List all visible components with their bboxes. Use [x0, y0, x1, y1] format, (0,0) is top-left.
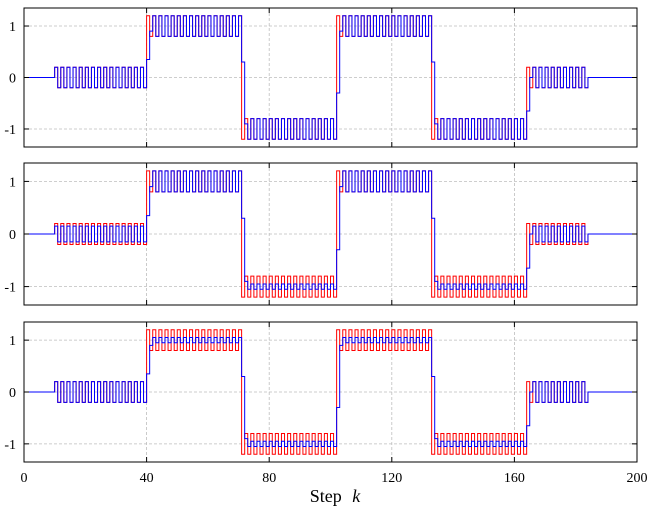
chart-panels: -1 0 1 -1 0 1 -1 0 1 0 40 80 120 160 200 [4, 7, 648, 486]
panel-2: -1 0 1 [4, 162, 638, 306]
series-blue-line [24, 337, 637, 447]
y-tick-label: -1 [4, 123, 16, 138]
x-tick-label: 160 [504, 471, 525, 486]
x-tick-label: 200 [627, 471, 648, 486]
x-axis-label-variable: k [352, 486, 361, 506]
series-blue-line [24, 170, 637, 290]
x-axis-label: Step k [310, 486, 362, 506]
series-blue-line [24, 15, 637, 140]
panel-3: -1 0 1 0 40 80 120 160 200 [4, 321, 648, 486]
x-tick-label: 40 [140, 471, 154, 486]
y-tick-label: 0 [9, 228, 16, 243]
x-tick-label: 0 [21, 471, 28, 486]
y-tick-label: -1 [4, 438, 16, 453]
panel-1-plot-area [24, 15, 637, 140]
x-axis-label-text: Step [310, 486, 342, 506]
y-tick-label: -1 [4, 281, 16, 296]
y-tick-label: 1 [9, 175, 16, 190]
y-tick-label: 1 [9, 334, 16, 349]
x-tick-label: 80 [262, 471, 276, 486]
panel-3-plot-area [24, 329, 637, 455]
y-tick-label: 1 [9, 20, 16, 35]
y-tick-label: 0 [9, 386, 16, 401]
x-tick-label: 120 [381, 471, 402, 486]
panel-1: -1 0 1 [4, 7, 638, 148]
y-tick-label: 0 [9, 72, 16, 87]
panel-2-plot-area [24, 170, 637, 298]
